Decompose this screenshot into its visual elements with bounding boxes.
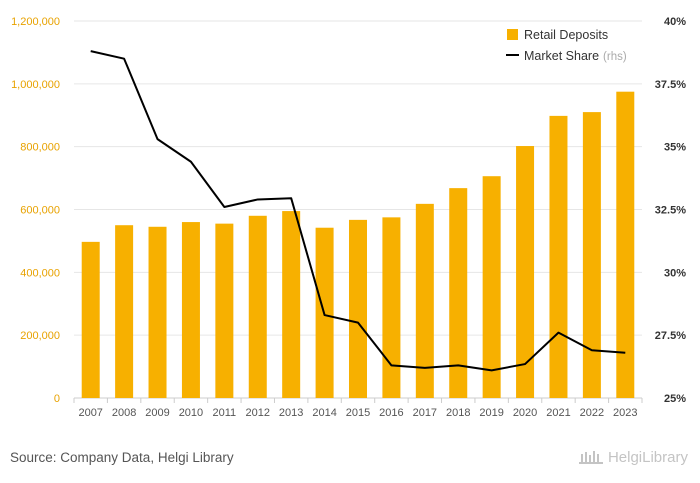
left-tick-label: 1,000,000 bbox=[11, 79, 60, 91]
bar-retail-deposits-2008 bbox=[115, 225, 134, 398]
right-tick-label: 40% bbox=[664, 16, 686, 28]
bar-retail-deposits-2015 bbox=[349, 219, 367, 398]
bar-retail-deposits-2013 bbox=[282, 211, 301, 398]
bar-retail-deposits-2020 bbox=[516, 146, 535, 398]
x-tick-label: 2018 bbox=[446, 407, 470, 419]
right-tick-label: 37.5% bbox=[655, 79, 686, 91]
bar-retail-deposits-2019 bbox=[482, 176, 501, 398]
x-tick-label: 2011 bbox=[213, 407, 237, 419]
bar-retail-deposits-2007 bbox=[81, 241, 100, 398]
left-tick-label: 1,200,000 bbox=[11, 16, 60, 28]
x-tick-label: 2021 bbox=[546, 407, 570, 419]
left-axis: 0 200,000 400,000 600,000 800,000 1,000,000 1,… bbox=[11, 16, 60, 405]
bar-retail-deposits-2009 bbox=[148, 226, 167, 398]
bar-retail-deposits-2017 bbox=[415, 203, 434, 398]
logo-text: HelgiLibrary bbox=[607, 448, 688, 466]
right-axis: 25% 27.5% 30% 32.5% 35% 37.5% 40% bbox=[655, 16, 686, 405]
bar-retail-deposits-2022 bbox=[582, 112, 601, 398]
x-axis: 2007 2008 2009 2010 2011 2012 2013 2014 2015 2016… bbox=[73, 398, 643, 419]
bar-retail-deposits-2011 bbox=[215, 223, 234, 398]
left-tick-label: 200,000 bbox=[20, 330, 60, 342]
right-tick-label: 27.5% bbox=[655, 330, 686, 342]
bar-retail-deposits-2010 bbox=[181, 222, 200, 398]
bar-retail-deposits-2016 bbox=[382, 217, 401, 398]
right-tick-label: 35% bbox=[664, 142, 686, 154]
x-tick-label: 2023 bbox=[613, 407, 637, 419]
bar-retail-deposits-2021 bbox=[549, 115, 568, 399]
x-tick-label: 2014 bbox=[312, 407, 336, 419]
bar-retail-deposits-2018 bbox=[449, 188, 468, 398]
x-tick-label: 2009 bbox=[145, 407, 169, 419]
right-tick-label: 32.5% bbox=[655, 205, 686, 217]
right-tick-label: 25% bbox=[664, 393, 686, 405]
bar-retail-deposits-2012 bbox=[248, 215, 267, 398]
x-tick-label: 2015 bbox=[346, 407, 370, 419]
x-tick-label: 2022 bbox=[580, 407, 604, 419]
x-tick-label: 2019 bbox=[479, 407, 503, 419]
legend-swatch-retail-deposits bbox=[507, 29, 518, 40]
helgi-library-logo: HelgiLibrary bbox=[578, 448, 688, 466]
x-tick-label: 2017 bbox=[413, 407, 437, 419]
left-tick-label: 800,000 bbox=[20, 142, 60, 154]
library-icon bbox=[578, 451, 603, 464]
legend-note-rhs: (rhs) bbox=[603, 51, 627, 63]
line-market-share bbox=[90, 50, 626, 372]
legend-label-retail-deposits: Retail Deposits bbox=[524, 28, 608, 42]
bar-retail-deposits-2023 bbox=[616, 91, 635, 398]
left-tick-label: 600,000 bbox=[20, 205, 60, 217]
x-tick-label: 2013 bbox=[279, 407, 303, 419]
x-tick-label: 2020 bbox=[513, 407, 537, 419]
left-tick-label: 0 bbox=[54, 393, 60, 405]
chart: 0 200,000 400,000 600,000 800,000 1,000,000 1,… bbox=[11, 16, 686, 419]
right-tick-label: 30% bbox=[664, 267, 686, 279]
x-tick-label: 2016 bbox=[379, 407, 403, 419]
x-tick-label: 2010 bbox=[179, 407, 203, 419]
bar-series bbox=[81, 91, 635, 399]
legend: Retail Deposits Market Share (rhs) bbox=[506, 28, 627, 63]
x-tick-label: 2008 bbox=[112, 407, 136, 419]
left-tick-label: 400,000 bbox=[20, 267, 60, 279]
x-tick-label: 2007 bbox=[78, 407, 102, 419]
legend-label-market-share-text: Market Share bbox=[524, 49, 599, 63]
legend-label-market-share: Market Share (rhs) bbox=[524, 49, 627, 63]
x-tick-label: 2012 bbox=[246, 407, 270, 419]
source-note: Source: Company Data, Helgi Library bbox=[10, 450, 234, 465]
line-series bbox=[90, 50, 626, 372]
